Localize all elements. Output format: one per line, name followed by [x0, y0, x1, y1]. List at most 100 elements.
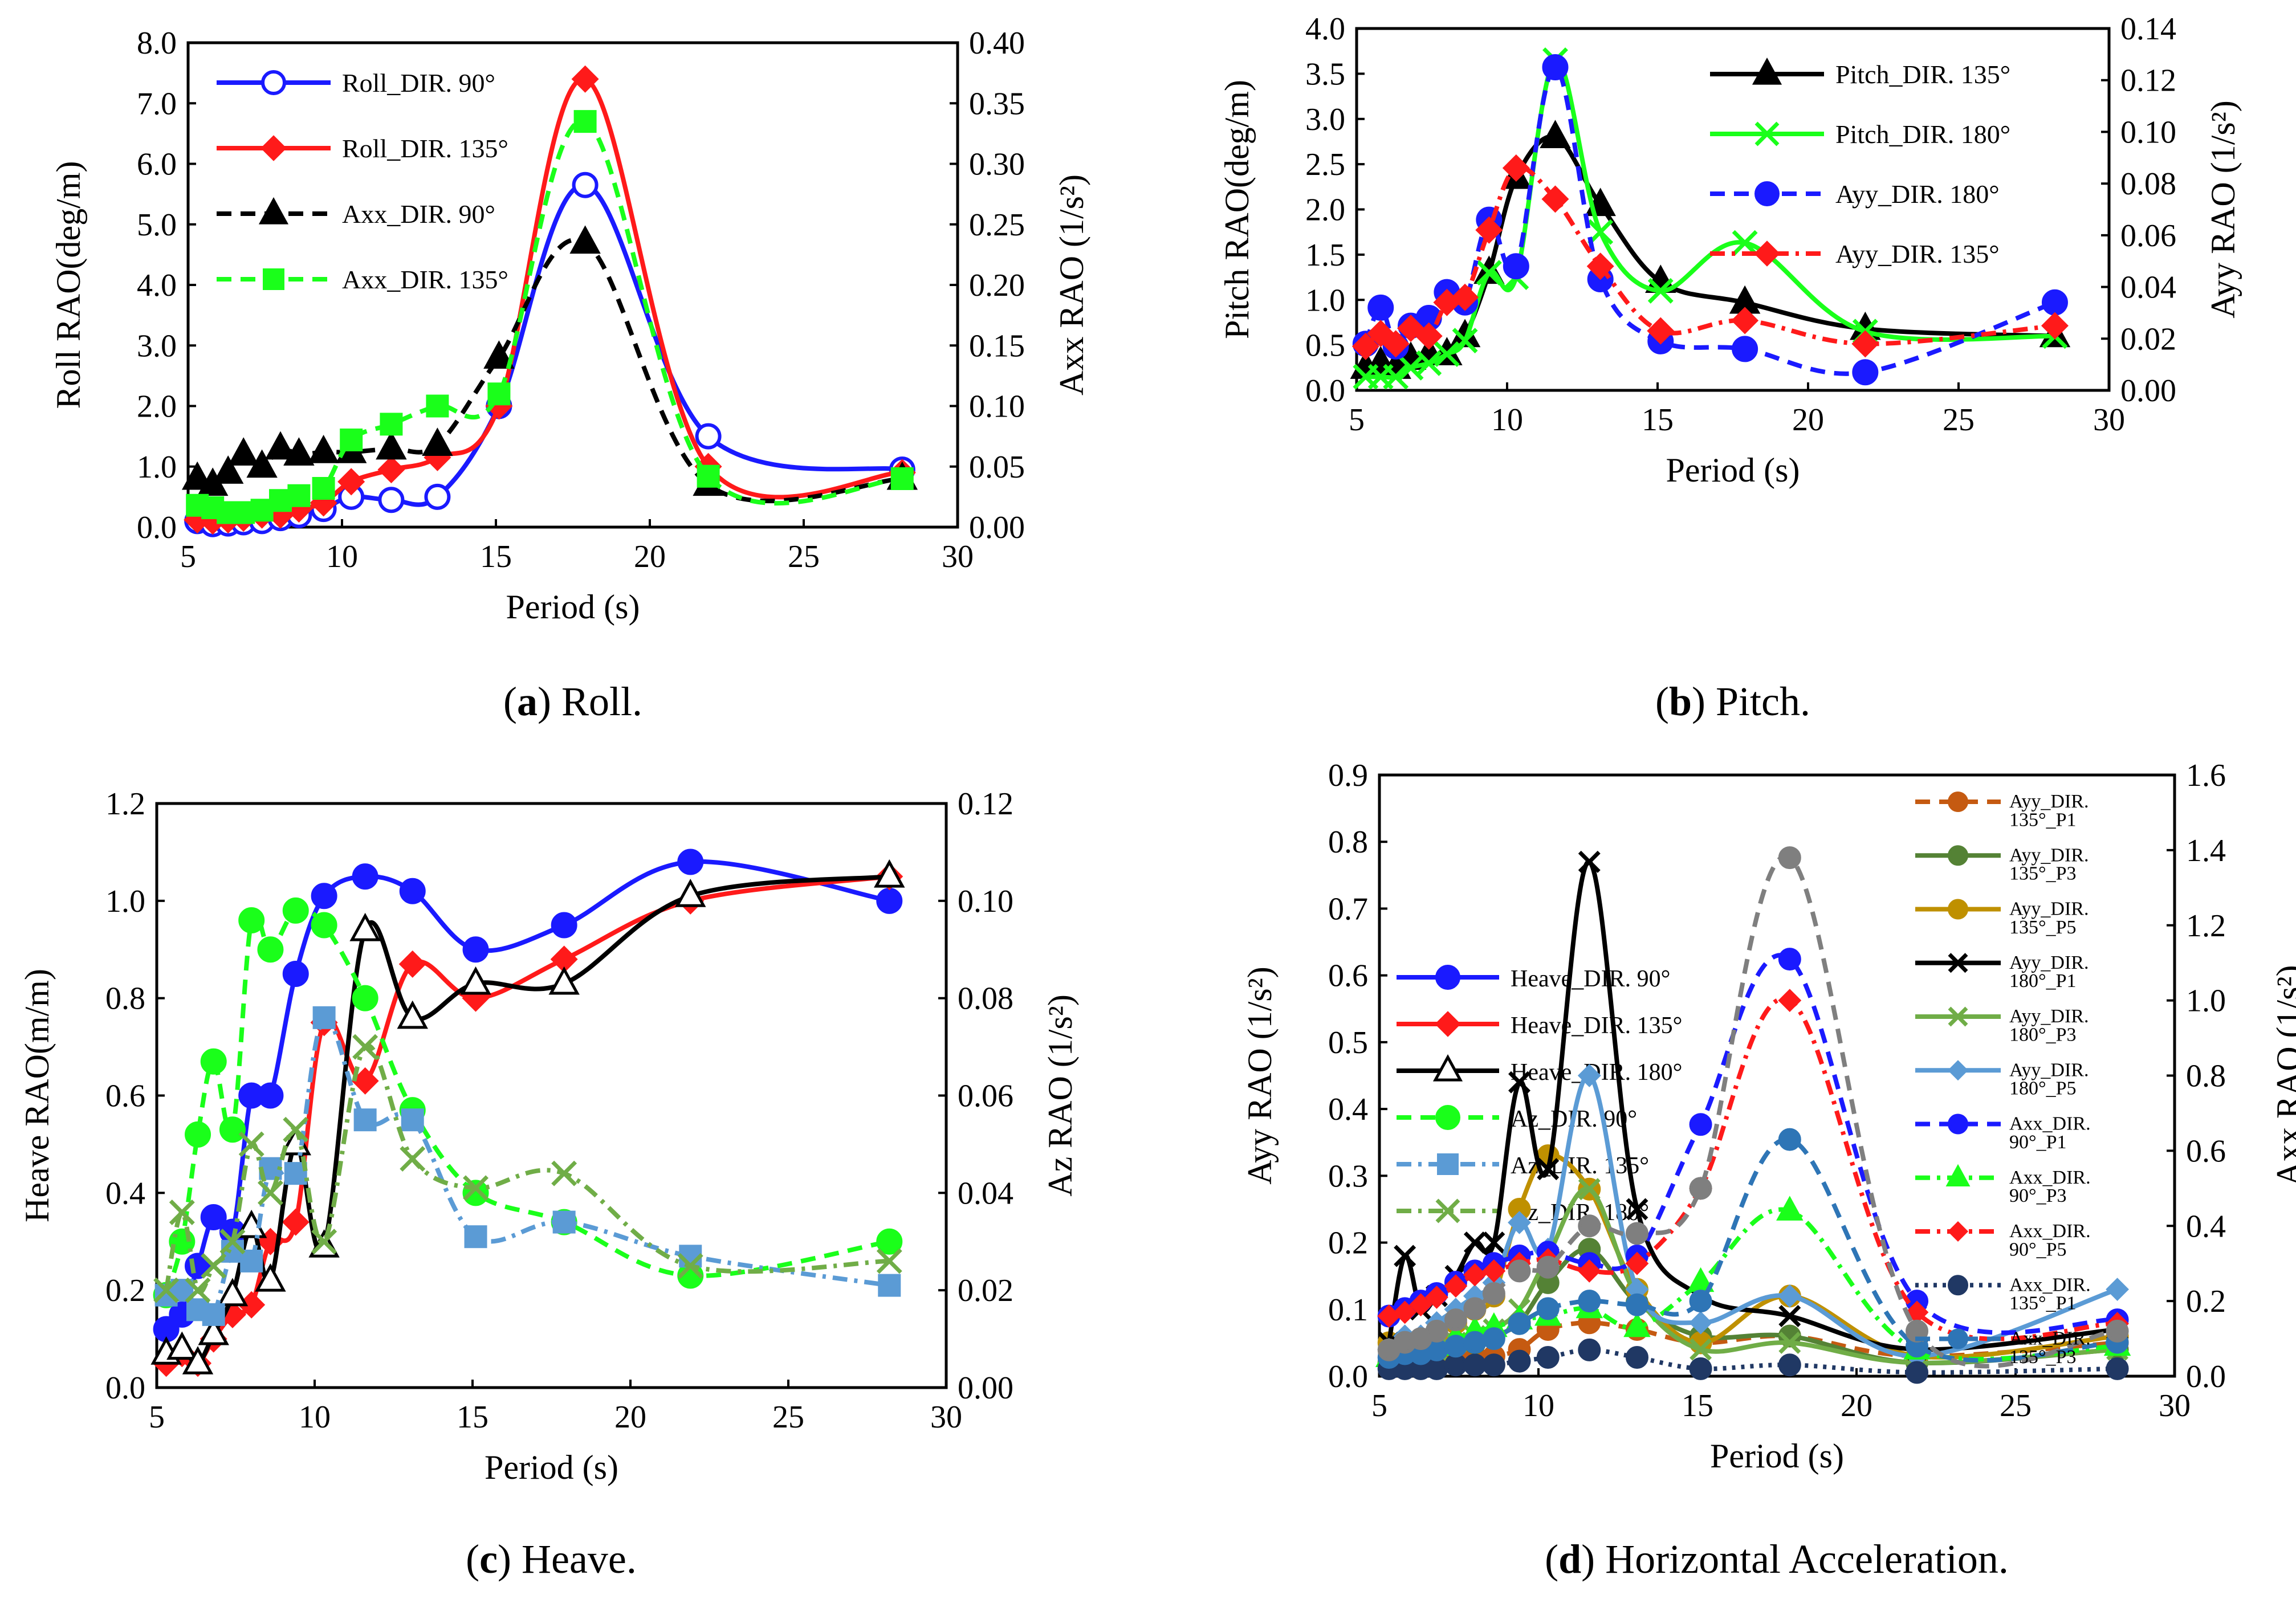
data-point [202, 1303, 225, 1326]
data-point [212, 455, 244, 484]
data-point [890, 467, 914, 490]
y-tick-label: 1.0 [137, 450, 177, 485]
data-point [1463, 1353, 1487, 1377]
legend-label: Roll_DIR. 135° [342, 134, 508, 163]
data-point [1778, 989, 1802, 1013]
y-tick-label: 0.9 [1328, 758, 1368, 793]
legend-marker [1435, 1105, 1460, 1130]
y-tick-label: 0.0 [105, 1370, 145, 1406]
data-point [463, 1175, 489, 1201]
legend-label: 135°_P5 [2009, 917, 2077, 938]
data-point [246, 449, 278, 478]
data-point [1452, 328, 1478, 354]
y2-tick-label: 0.00 [969, 510, 1025, 545]
legend-label: 135°_P3 [2009, 1347, 2077, 1368]
legend-label: Ayy_DIR. [2009, 791, 2089, 812]
data-point [378, 487, 405, 513]
data-point [1536, 1297, 1560, 1320]
data-point [1508, 1071, 1530, 1094]
data-point [2106, 1319, 2129, 1343]
y2-tick-label: 0.05 [969, 450, 1025, 485]
legend: Roll_DIR. 90° Roll_DIR. 135° Axx_DIR. 90° A… [217, 68, 508, 294]
data-point [426, 394, 449, 418]
legend-label: Axx_DIR. [2009, 1221, 2091, 1242]
legend-marker [1948, 845, 1968, 866]
legend-marker [1435, 1198, 1460, 1223]
data-point [876, 887, 903, 914]
y-tick-label: 0.7 [1328, 891, 1368, 927]
data-point [550, 945, 578, 973]
y-tick-label: 7.0 [137, 86, 177, 121]
y-tick-label: 0.5 [1328, 1025, 1368, 1060]
legend-label: Ayy_DIR. [2009, 952, 2089, 973]
y2-tick-label: 0.35 [969, 86, 1025, 121]
legend-marker [1754, 240, 1780, 267]
y-tick-label: 0.0 [1328, 1359, 1368, 1394]
data-point [551, 912, 577, 939]
y-tick-label: 5.0 [137, 207, 177, 243]
data-point [312, 477, 335, 500]
x-tick-label: 15 [1642, 402, 1674, 438]
data-point [1778, 948, 1801, 971]
data-point [1416, 350, 1442, 376]
data-point [1577, 1259, 1601, 1283]
x-tick-label: 15 [1682, 1388, 1713, 1423]
data-point [1483, 1231, 1505, 1254]
data-point [677, 1253, 703, 1279]
data-point [695, 423, 722, 450]
data-point [185, 1277, 211, 1303]
data-point [1689, 1311, 1712, 1335]
y2-tick-label: 0.02 [958, 1273, 1013, 1308]
data-point [1578, 1290, 1601, 1313]
y2-tick-label: 0.06 [958, 1079, 1013, 1114]
y-tick-label: 2.0 [1305, 193, 1345, 228]
data-point [697, 464, 720, 488]
data-point [572, 172, 599, 198]
legend: Heave_DIR. 90°Heave_DIR. 135°Heave_DIR. … [1397, 965, 1682, 1226]
y2-axis-title: Axx RAO (1/s²) [2270, 965, 2296, 1186]
data-point [1647, 317, 1675, 345]
y-tick-label: 0.5 [1305, 328, 1345, 364]
y-tick-label: 1.0 [105, 884, 145, 919]
data-point [1577, 1064, 1601, 1087]
y-tick-label: 0.3 [1328, 1159, 1368, 1194]
legend-label: 90°_P1 [2009, 1132, 2067, 1153]
series-line [1363, 65, 2056, 376]
y-tick-label: 0.8 [105, 981, 145, 1017]
y-tick-label: 0.6 [105, 1079, 145, 1114]
y-tick-label: 3.5 [1305, 56, 1345, 92]
x-tick-label: 25 [1943, 402, 1975, 438]
data-point [548, 966, 580, 995]
y2-tick-label: 0.06 [2120, 218, 2176, 254]
x-tick-label: 20 [1841, 1388, 1872, 1423]
legend-label: Axx_DIR. [2009, 1274, 2091, 1295]
data-point [182, 1346, 214, 1374]
y-tick-label: 8.0 [137, 26, 177, 61]
data-point [1508, 1259, 1531, 1283]
data-point [340, 429, 363, 451]
data-point [311, 1229, 337, 1255]
data-point [1508, 1312, 1531, 1335]
data-point [2106, 1357, 2129, 1380]
data-point [1647, 278, 1674, 304]
data-point [1851, 330, 1879, 358]
data-point [282, 960, 309, 987]
y2-tick-label: 1.0 [2186, 984, 2226, 1019]
data-point [675, 879, 706, 907]
data-point [1626, 1198, 1648, 1221]
y2-tick-label: 1.2 [2186, 908, 2226, 944]
data-point [874, 859, 905, 888]
legend-marker [1435, 965, 1460, 990]
legend-marker [1754, 121, 1780, 146]
data-point [282, 897, 309, 924]
data-point [1476, 260, 1502, 286]
data-point [1778, 846, 1801, 870]
legend-label: Axx_DIR. [2009, 1167, 2091, 1188]
chart-panel-a: 5 10 15 20 25 30 0.0 1.0 2.0 3.0 4.0 5.0 6.0 7.0 8.0 0.… [50, 26, 1090, 724]
data-point [1852, 359, 1879, 386]
data-point [573, 110, 597, 133]
data-point [1625, 1251, 1649, 1275]
data-point [483, 340, 515, 369]
data-point [1732, 230, 1758, 256]
